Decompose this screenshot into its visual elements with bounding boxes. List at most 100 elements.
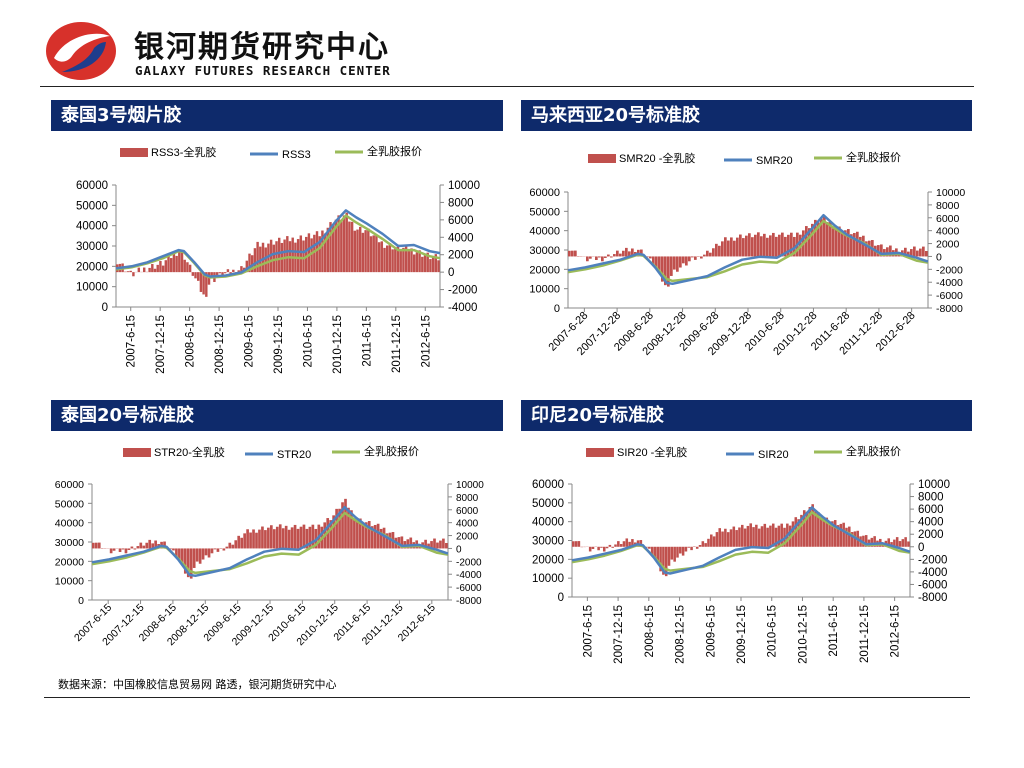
right-axis-tick-label: 6000	[918, 504, 944, 516]
spread-bar	[819, 519, 823, 547]
galaxy-logo	[46, 22, 116, 80]
x-axis-tick-label: 2011-6-15	[361, 315, 373, 367]
left-axis-tick-label: 60000	[532, 479, 564, 491]
panel-title-str20: 泰国20号标准胶	[51, 400, 503, 431]
spread-bar	[261, 526, 264, 549]
spread-bar	[178, 251, 181, 273]
spread-bar	[130, 546, 134, 549]
spread-bar	[369, 236, 373, 273]
spread-bar	[302, 240, 305, 273]
spread-bar	[595, 256, 598, 261]
spread-bar	[648, 546, 651, 549]
right-axis-tick-label: 0	[448, 267, 454, 279]
spread-bar	[893, 539, 896, 547]
right-axis-tick-label: 4000	[448, 232, 474, 244]
right-axis-tick-label: -8000	[918, 592, 947, 604]
x-axis-tick-label: 2007-12-15	[613, 605, 625, 664]
spread-bar	[769, 525, 772, 547]
legend: RSS3-全乳胶 RSS3 全乳胶报价	[120, 144, 422, 161]
spread-bar	[267, 527, 270, 549]
spread-bar	[290, 527, 294, 549]
spread-bar	[109, 548, 113, 554]
legend: SIR20 -全乳胶 SIR20 全乳胶报价	[586, 444, 901, 461]
x-axis-tick-label: 2012-6-15	[890, 605, 902, 657]
right-axis-tick-label: 6000	[936, 213, 960, 225]
spread-bar	[213, 548, 217, 550]
spread-bar	[622, 541, 626, 547]
spread-bar	[186, 262, 189, 273]
spread-bar	[256, 241, 259, 273]
spread-bar	[377, 242, 381, 273]
left-axis-tick-label: 60000	[55, 479, 84, 491]
spread-bar	[299, 526, 303, 549]
x-axis-tick-label: 2011-12-15	[391, 315, 403, 373]
right-axis-tick-label: -2000	[456, 557, 482, 568]
spread-bar	[342, 215, 346, 273]
spread-bar	[661, 256, 664, 282]
spread-bar	[291, 237, 294, 273]
spread-bar	[639, 540, 643, 547]
spread-bar	[839, 523, 843, 547]
left-axis-tick-label: 40000	[76, 221, 108, 233]
spread-bar	[267, 243, 270, 273]
spread-bar	[264, 530, 267, 549]
spread-bar	[226, 269, 230, 273]
spread-bar	[293, 524, 297, 549]
spread-bar	[400, 536, 404, 549]
spread-bar	[670, 256, 673, 276]
spread-bar	[703, 254, 706, 257]
spread-bar	[919, 248, 922, 257]
spread-bar	[829, 222, 832, 257]
spread-bar	[270, 525, 273, 549]
spread-bar	[607, 254, 610, 257]
data-source-note: 数据来源：中国橡胶信息贸易网 路透，银河期货研究中心	[58, 678, 337, 691]
org-name-en: GALAXY FUTURES RESEARCH CENTER	[135, 63, 391, 78]
spread-bar	[407, 251, 411, 273]
spread-bar	[735, 530, 738, 547]
spread-bar	[763, 233, 766, 257]
spread-bar	[738, 527, 741, 547]
spread-bar	[191, 272, 195, 276]
right-axis-tick-label: 8000	[456, 493, 479, 504]
right-axis-tick-label: 10000	[448, 180, 480, 192]
spread-bar	[281, 528, 285, 549]
spread-bar	[286, 236, 289, 273]
spread-bar	[335, 508, 338, 549]
panel-title-rss3: 泰国3号烟片胶	[51, 100, 503, 131]
spread-bar	[690, 546, 693, 551]
spread-bar	[329, 520, 333, 549]
spread-bar	[662, 546, 665, 575]
spread-bar	[192, 548, 196, 568]
spread-bar	[619, 253, 622, 257]
spread-bar	[163, 541, 166, 549]
spread-bar	[910, 249, 913, 257]
spread-bar	[436, 542, 439, 549]
spread-bar	[251, 255, 254, 273]
spread-bar	[367, 521, 371, 549]
spread-bar	[175, 255, 178, 273]
spread-bar	[264, 247, 267, 273]
spread-bar	[823, 215, 826, 257]
spread-bar	[151, 543, 155, 549]
spread-bar	[275, 241, 278, 273]
spread-bar	[232, 269, 235, 273]
spread-bar	[359, 226, 362, 273]
spread-bar	[92, 542, 95, 549]
logo-white-swoosh	[54, 33, 110, 62]
spread-bars	[116, 212, 440, 297]
panel-title-sir20: 印尼20号标准胶	[521, 400, 972, 431]
spread-bar	[751, 237, 754, 257]
spread-bar	[913, 246, 916, 257]
spread-bar	[608, 544, 612, 547]
spread-bar	[427, 543, 430, 549]
spread-bar	[310, 238, 313, 273]
spread-bar	[706, 250, 709, 257]
spread-bar	[350, 510, 353, 549]
spread-bar	[712, 248, 715, 257]
spread-bar	[825, 517, 829, 547]
spread-bar	[423, 254, 427, 273]
right-axis-tick-label: -4000	[936, 277, 963, 289]
spread-bar	[602, 546, 606, 552]
spread-bar	[246, 529, 249, 549]
spread-bar	[631, 248, 634, 257]
